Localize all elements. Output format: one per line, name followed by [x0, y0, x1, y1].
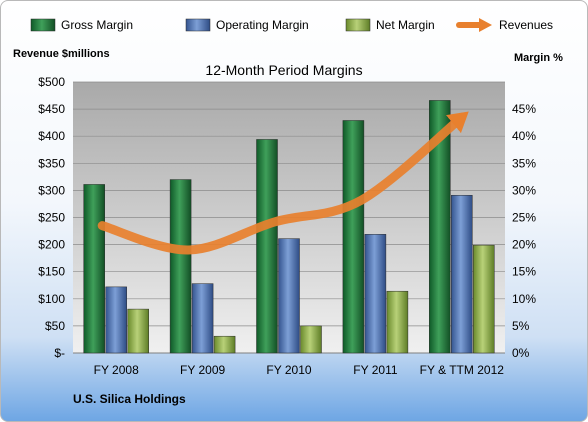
- left-tick-label: $-: [54, 346, 65, 360]
- bar-gross-margin: [342, 120, 365, 354]
- legend-label: Gross Margin: [61, 18, 133, 32]
- left-tick-label: $350: [38, 156, 65, 170]
- category-label: FY 2010: [266, 363, 311, 377]
- bar-net-margin: [473, 244, 495, 354]
- right-axis-title: Margin %: [514, 52, 563, 64]
- bar-operating-margin: [451, 195, 473, 354]
- left-tick-label: $400: [38, 129, 65, 143]
- left-tick-label: $450: [38, 102, 65, 116]
- legend-label: Net Margin: [376, 18, 435, 32]
- category-label: FY 2009: [180, 363, 225, 377]
- source-label: U.S. Silica Holdings: [73, 392, 186, 406]
- chart-title: 12-Month Period Margins: [205, 62, 362, 78]
- right-tick-label: 0%: [512, 346, 530, 360]
- revenues-line-path: [97, 111, 469, 255]
- right-tick-label: 5%: [512, 319, 530, 333]
- bar-net-margin: [300, 325, 322, 354]
- bar-operating-margin: [105, 286, 127, 354]
- right-tick-label: 35%: [512, 156, 536, 170]
- right-tick-label: 15%: [512, 265, 536, 279]
- right-tick-labels: 0% 5% 10% 15% 20% 25% 30% 35% 40% 45%: [512, 102, 536, 360]
- bar-gross-margin: [83, 184, 105, 354]
- left-tick-label: $100: [38, 292, 65, 306]
- bar-gross-margin: [256, 139, 278, 354]
- bar-operating-margin: [191, 283, 214, 354]
- bar-net-margin: [127, 308, 149, 354]
- legend: Gross Margin Operating Margin Net Margin Re…: [30, 18, 553, 32]
- right-tick-label: 25%: [512, 211, 536, 225]
- legend-label: Operating Margin: [216, 18, 309, 32]
- left-tick-label: $150: [38, 265, 65, 279]
- bar-net-margin: [386, 290, 409, 354]
- bar-operating-margin: [278, 238, 300, 354]
- right-tick-label: 20%: [512, 238, 536, 252]
- bar-series: [83, 100, 495, 354]
- right-tick-label: 10%: [512, 292, 536, 306]
- left-tick-labels: $- $50 $100 $150 $200 $250 $300 $350 $400 $450 $50…: [38, 75, 65, 360]
- bar-gross-margin: [169, 179, 192, 354]
- left-axis-title: Revenue $millions: [13, 48, 110, 60]
- legend-swatch-net-margin: [345, 18, 371, 32]
- right-tick-label: 40%: [512, 129, 536, 143]
- left-tick-label: $250: [38, 211, 65, 225]
- right-tick-label: 45%: [512, 102, 536, 116]
- legend-arrow-icon: [479, 18, 492, 32]
- category-labels: FY 2008 FY 2009 FY 2010 FY 2011 FY & TTM 201…: [94, 363, 505, 377]
- category-label: FY 2011: [353, 363, 398, 377]
- bar-gross-margin: [429, 100, 451, 354]
- bar-operating-margin: [364, 234, 387, 354]
- legend-swatch-operating-margin: [185, 18, 211, 32]
- revenues-line: [97, 111, 469, 255]
- legend-swatch-gross-margin: [30, 18, 56, 32]
- legend-label: Revenues: [499, 18, 553, 32]
- bar-net-margin: [213, 335, 236, 354]
- left-tick-label: $50: [45, 319, 65, 333]
- category-label: FY & TTM 2012: [420, 363, 505, 377]
- category-label: FY 2008: [94, 363, 139, 377]
- left-tick-label: $300: [38, 183, 65, 197]
- left-tick-label: $500: [38, 75, 65, 89]
- left-tick-label: $200: [38, 238, 65, 252]
- right-tick-label: 30%: [512, 183, 536, 197]
